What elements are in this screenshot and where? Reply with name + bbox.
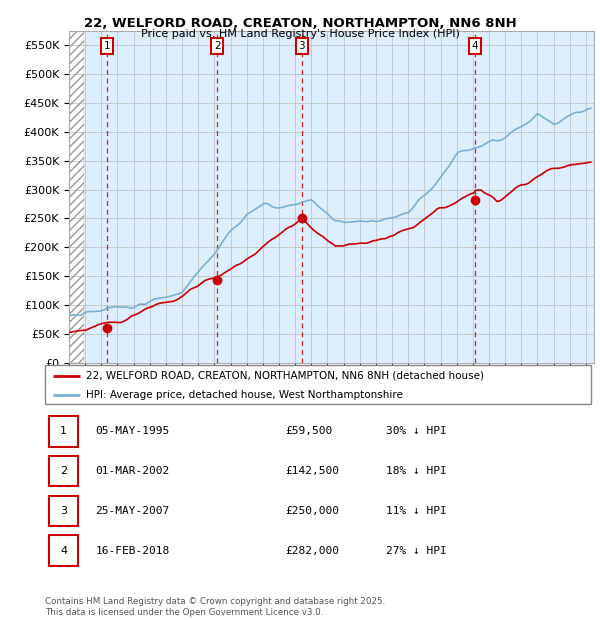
Text: 2: 2 — [60, 466, 67, 476]
Text: £250,000: £250,000 — [285, 506, 339, 516]
FancyBboxPatch shape — [49, 536, 78, 566]
Text: 18% ↓ HPI: 18% ↓ HPI — [386, 466, 447, 476]
Text: Contains HM Land Registry data © Crown copyright and database right 2025.
This d: Contains HM Land Registry data © Crown c… — [45, 598, 385, 617]
Text: 27% ↓ HPI: 27% ↓ HPI — [386, 546, 447, 556]
Text: £142,500: £142,500 — [285, 466, 339, 476]
Text: 05-MAY-1995: 05-MAY-1995 — [95, 426, 169, 436]
Text: 30% ↓ HPI: 30% ↓ HPI — [386, 426, 447, 436]
Text: 2: 2 — [214, 41, 220, 51]
Text: 3: 3 — [60, 506, 67, 516]
Text: 4: 4 — [60, 546, 67, 556]
FancyBboxPatch shape — [49, 456, 78, 487]
Text: Price paid vs. HM Land Registry's House Price Index (HPI): Price paid vs. HM Land Registry's House … — [140, 29, 460, 38]
FancyBboxPatch shape — [49, 495, 78, 526]
Text: 3: 3 — [298, 41, 305, 51]
Text: 01-MAR-2002: 01-MAR-2002 — [95, 466, 169, 476]
Text: 22, WELFORD ROAD, CREATON, NORTHAMPTON, NN6 8NH (detached house): 22, WELFORD ROAD, CREATON, NORTHAMPTON, … — [86, 371, 484, 381]
Text: 1: 1 — [60, 426, 67, 436]
Text: 25-MAY-2007: 25-MAY-2007 — [95, 506, 169, 516]
Text: £282,000: £282,000 — [285, 546, 339, 556]
Text: 16-FEB-2018: 16-FEB-2018 — [95, 546, 169, 556]
FancyBboxPatch shape — [45, 365, 591, 404]
Polygon shape — [69, 31, 83, 363]
Text: £59,500: £59,500 — [285, 426, 332, 436]
Text: 22, WELFORD ROAD, CREATON, NORTHAMPTON, NN6 8NH: 22, WELFORD ROAD, CREATON, NORTHAMPTON, … — [83, 17, 517, 30]
FancyBboxPatch shape — [49, 416, 78, 446]
Text: HPI: Average price, detached house, West Northamptonshire: HPI: Average price, detached house, West… — [86, 390, 403, 401]
Text: 11% ↓ HPI: 11% ↓ HPI — [386, 506, 447, 516]
Text: 1: 1 — [104, 41, 110, 51]
Text: 4: 4 — [472, 41, 478, 51]
